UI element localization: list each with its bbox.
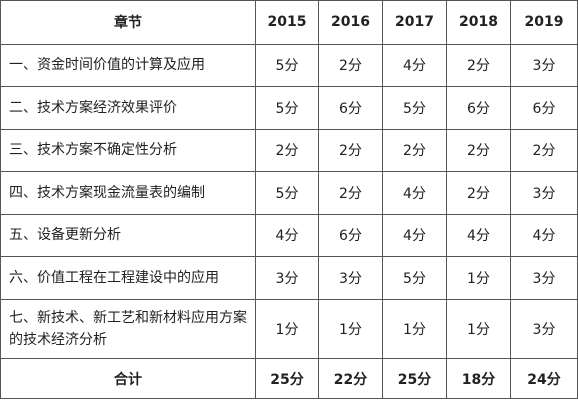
score-cell: 2分 (446, 171, 511, 215)
total-cell: 24分 (510, 358, 578, 399)
score-cell: 4分 (382, 171, 447, 215)
header-cell: 2016 (318, 0, 383, 45)
score-cell: 3分 (510, 43, 578, 88)
score-cell: 3分 (255, 256, 319, 300)
table-row: 七、新技术、新工艺和新材料应用方案的技术经济分析 1分 1分 1分 1分 3分 (0, 298, 578, 360)
chapter-cell: 五、设备更新分析 (0, 213, 256, 258)
table-row: 二、技术方案经济效果评价 5分 6分 5分 6分 6分 (0, 86, 578, 130)
score-cell: 1分 (318, 298, 383, 360)
score-cell: 2分 (382, 128, 447, 173)
header-cell: 章节 (0, 0, 256, 45)
header-row: 章节 2015 2016 2017 2018 2019 (0, 0, 578, 45)
score-cell: 2分 (255, 128, 319, 173)
score-cell: 2分 (318, 43, 383, 88)
score-cell: 2分 (318, 128, 383, 173)
score-cell: 2分 (446, 128, 511, 173)
total-cell: 25分 (255, 358, 319, 399)
score-cell: 3分 (510, 171, 578, 215)
header-cell: 2015 (255, 0, 319, 45)
table-row: 五、设备更新分析 4分 6分 4分 4分 4分 (0, 213, 578, 258)
total-cell: 25分 (382, 358, 447, 399)
chapter-cell: 一、资金时间价值的计算及应用 (0, 43, 256, 88)
score-cell: 6分 (446, 86, 511, 130)
score-cell: 4分 (382, 213, 447, 258)
header-cell: 2017 (382, 0, 447, 45)
chapter-cell: 三、技术方案不确定性分析 (0, 128, 256, 173)
score-cell: 1分 (446, 298, 511, 360)
score-cell: 5分 (255, 86, 319, 130)
total-cell: 合计 (0, 358, 256, 399)
score-cell: 1分 (255, 298, 319, 360)
score-cell: 3分 (318, 256, 383, 300)
score-cell: 3分 (510, 256, 578, 300)
total-row: 合计 25分 22分 25分 18分 24分 (0, 358, 578, 399)
score-cell: 2分 (446, 43, 511, 88)
chapter-cell: 六、价值工程在工程建设中的应用 (0, 256, 256, 300)
table-row: 一、资金时间价值的计算及应用 5分 2分 4分 2分 3分 (0, 43, 578, 88)
table-row: 三、技术方案不确定性分析 2分 2分 2分 2分 2分 (0, 128, 578, 173)
header-cell: 2018 (446, 0, 511, 45)
score-cell: 5分 (255, 43, 319, 88)
score-cell: 4分 (255, 213, 319, 258)
score-cell: 2分 (318, 171, 383, 215)
table-row: 四、技术方案现金流量表的编制 5分 2分 4分 2分 3分 (0, 171, 578, 215)
header-cell: 2019 (510, 0, 578, 45)
score-cell: 3分 (510, 298, 578, 360)
total-cell: 18分 (446, 358, 511, 399)
score-cell: 2分 (510, 128, 578, 173)
score-cell: 6分 (510, 86, 578, 130)
chapter-cell: 二、技术方案经济效果评价 (0, 86, 256, 130)
total-cell: 22分 (318, 358, 383, 399)
chapter-cell: 七、新技术、新工艺和新材料应用方案的技术经济分析 (0, 298, 256, 360)
score-cell: 6分 (318, 86, 383, 130)
score-cell: 4分 (446, 213, 511, 258)
score-cell: 5分 (382, 256, 447, 300)
score-cell: 1分 (446, 256, 511, 300)
score-cell: 4分 (382, 43, 447, 88)
table-row: 六、价值工程在工程建设中的应用 3分 3分 5分 1分 3分 (0, 256, 578, 300)
score-cell: 6分 (318, 213, 383, 258)
chapter-cell: 四、技术方案现金流量表的编制 (0, 171, 256, 215)
score-cell: 4分 (510, 213, 578, 258)
score-cell: 1分 (382, 298, 447, 360)
score-cell: 5分 (255, 171, 319, 215)
score-cell: 5分 (382, 86, 447, 130)
